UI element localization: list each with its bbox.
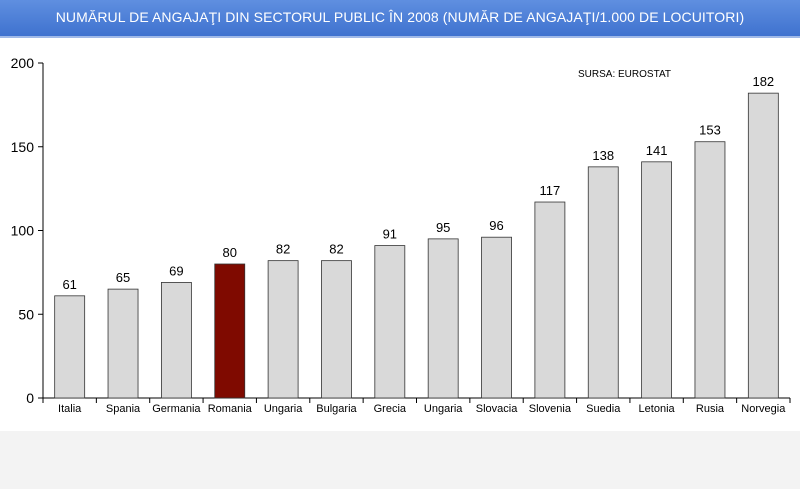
x-tick-label: Ungaria <box>264 403 303 415</box>
x-tick-label: Norvegia <box>741 403 786 415</box>
data-label: 117 <box>540 183 561 198</box>
x-tick-label: Suedia <box>586 403 621 415</box>
x-tick-label: Spania <box>106 403 141 415</box>
y-tick-label: 150 <box>11 139 35 155</box>
data-label: 61 <box>62 277 76 292</box>
bar-rusia <box>694 141 726 399</box>
data-label: 82 <box>276 242 290 257</box>
chart-area: 0 50 100 150 200 61 Italia 65 Spania 69 Germania 8… <box>0 38 800 431</box>
bar-germania <box>160 282 192 399</box>
y-tick-label: 200 <box>11 55 35 71</box>
y-tick-label: 50 <box>18 306 34 322</box>
data-label: 141 <box>646 143 668 158</box>
x-tick-label: Ungaria <box>424 403 463 415</box>
bottom-strip <box>0 431 800 489</box>
x-tick-label: Italia <box>58 403 82 415</box>
data-label: 80 <box>223 245 237 260</box>
chart-title: NUMĂRUL DE ANGAJAŢI DIN SECTORUL PUBLIC … <box>55 9 745 25</box>
bar-slovenia <box>534 201 566 399</box>
data-label: 91 <box>383 227 397 242</box>
y-tick-label: 100 <box>11 223 35 239</box>
y-tick-label: 0 <box>26 390 34 406</box>
x-tick-label: Slovacia <box>476 403 518 415</box>
source-note: SURSA: EUROSTAT <box>578 69 671 80</box>
x-tick-label: Romania <box>208 403 253 415</box>
bars <box>54 92 779 399</box>
x-tick-label: Letonia <box>639 403 676 415</box>
labels: 61 Italia 65 Spania 69 Germania 80 Romania 82 Ung… <box>58 74 786 415</box>
bar-letonia <box>641 161 673 399</box>
x-tick-label: Germania <box>152 403 201 415</box>
data-label: 95 <box>436 220 450 235</box>
data-label: 82 <box>329 242 343 257</box>
bar-romania <box>214 263 246 399</box>
bar-italia <box>54 295 86 399</box>
data-label: 65 <box>116 270 130 285</box>
x-tick-label: Grecia <box>374 403 407 415</box>
data-label: 182 <box>752 74 774 89</box>
chart-title-bar: NUMĂRUL DE ANGAJAŢI DIN SECTORUL PUBLIC … <box>0 0 800 38</box>
bar-slovacia <box>481 236 512 399</box>
data-label: 138 <box>592 148 614 163</box>
bar-ungaria <box>427 238 459 399</box>
bar-spania <box>107 288 139 399</box>
x-tick-label: Slovenia <box>529 403 572 415</box>
x-tick-label: Rusia <box>696 403 725 415</box>
bar-bulgaria <box>321 260 352 399</box>
bar-chart: 0 50 100 150 200 61 Italia 65 Spania 69 Germania 8… <box>11 55 791 415</box>
data-label: 69 <box>169 263 183 278</box>
bar-norvegia <box>747 92 779 399</box>
x-tick-label: Bulgaria <box>316 403 357 415</box>
bar-ungaria <box>267 260 299 399</box>
data-label: 153 <box>699 123 721 138</box>
data-label: 96 <box>489 218 503 233</box>
bar-suedia <box>587 166 619 399</box>
bar-grecia <box>374 245 406 399</box>
